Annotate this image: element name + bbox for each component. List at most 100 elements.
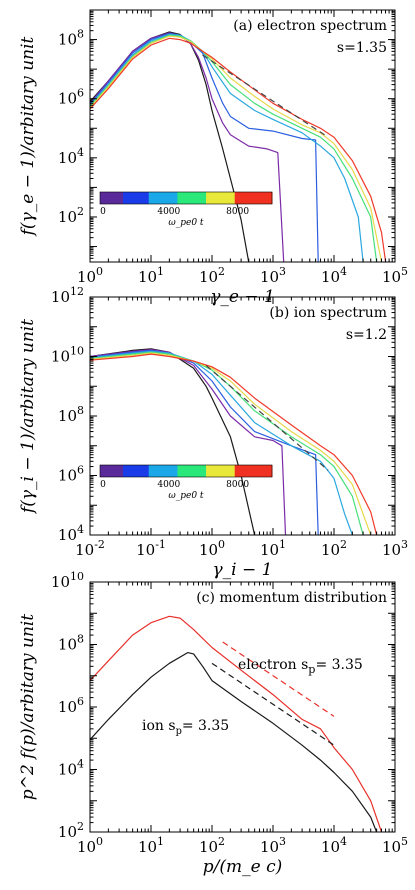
colorbar-segment <box>254 465 259 477</box>
reference-slope-line-1 <box>211 662 335 746</box>
y-tick-label: 108 <box>58 633 84 654</box>
series-line-t-3000 <box>90 349 319 535</box>
y-tick-label: 102 <box>58 205 84 226</box>
colorbar-segment <box>260 465 264 477</box>
colorbar-frame <box>99 191 273 205</box>
colorbar-segment <box>157 192 161 204</box>
colorbar-segment <box>211 465 216 477</box>
x-tick-label: 104 <box>321 835 347 856</box>
y-tick-label: 106 <box>58 464 84 485</box>
colorbar-segment <box>108 192 112 204</box>
colorbar-segment <box>111 192 115 204</box>
y-axis-label: f(γ_i − 1)/arbitary unit <box>18 319 38 515</box>
colorbar-segment <box>226 192 230 204</box>
colorbar-segment <box>231 192 236 204</box>
colorbar-segment <box>125 465 130 477</box>
colorbar-segment <box>125 192 130 204</box>
colorbar-segment <box>137 465 141 477</box>
colorbar-segment <box>128 192 133 204</box>
electron-slope-label: electron sp= 3.35 <box>238 657 363 676</box>
panel-title: (a) electron spectrum <box>233 18 387 34</box>
colorbar-frame <box>99 464 273 478</box>
colorbar-segment <box>266 192 270 204</box>
colorbar-segment <box>180 192 184 204</box>
colorbar-segment <box>240 192 244 204</box>
colorbar-segment <box>226 465 230 477</box>
y-tick-label: 106 <box>58 695 84 716</box>
plot-frame <box>89 9 396 263</box>
ion-slope-label: ion sp= 3.35 <box>142 718 229 737</box>
colorbar-segment <box>186 192 190 204</box>
colorbar-segment <box>217 192 221 204</box>
series-line-ion <box>90 652 378 832</box>
colorbar-segment <box>174 465 178 477</box>
colorbar-segment <box>151 465 155 477</box>
reference-slope-line-0 <box>222 641 335 717</box>
colorbar-segment <box>251 192 256 204</box>
reference-slope-line-0 <box>205 365 329 471</box>
panel-ion-spectrum: 10-2 10-1 100 101 102 10310410610810101012γ_i… <box>18 285 408 580</box>
colorbar-segment <box>197 465 201 477</box>
colorbar-segment <box>188 465 193 477</box>
colorbar-segment <box>220 192 224 204</box>
series-line-t-8500 <box>90 35 383 262</box>
colorbar-segment <box>102 192 107 204</box>
colorbar-segment <box>217 465 221 477</box>
colorbar-segment <box>234 465 239 477</box>
plot-area <box>90 31 387 262</box>
series-line-t-10000 <box>90 353 378 535</box>
y-tick-label: 1010 <box>51 345 84 366</box>
colorbar-segment <box>105 192 110 204</box>
colorbar-segment <box>114 192 118 204</box>
colorbar-segment <box>208 465 213 477</box>
series-line-t-8500 <box>90 352 372 535</box>
series-line-t-0 <box>90 348 256 535</box>
colorbar-segment <box>148 465 153 477</box>
x-tick-label: 100 <box>77 835 103 856</box>
colorbar-segment <box>163 192 167 204</box>
colorbar-segment <box>177 192 181 204</box>
y-tick-label: 108 <box>58 404 84 425</box>
colorbar-segment <box>246 465 250 477</box>
series-line-t-5000 <box>90 350 353 535</box>
plot-area <box>90 615 383 832</box>
colorbar-segment <box>206 465 210 477</box>
colorbar-label: ω_pe0 t <box>168 491 204 501</box>
x-tick-label: 100 <box>77 265 103 286</box>
y-tick-label: 108 <box>58 28 84 49</box>
x-tick-label: 100 <box>199 538 225 559</box>
colorbar-segment <box>240 465 244 477</box>
colorbar-segment <box>237 465 241 477</box>
colorbar-tick-label: 4000 <box>157 207 180 217</box>
colorbar-segment <box>117 192 121 204</box>
colorbar-segment <box>145 465 150 477</box>
colorbar-segment <box>134 192 138 204</box>
colorbar-segment <box>140 465 144 477</box>
colorbar-segment <box>243 192 247 204</box>
series-line-t-7000 <box>90 351 364 535</box>
y-tick-label: 1012 <box>51 285 84 306</box>
colorbar-segment <box>249 192 253 204</box>
colorbar-segment <box>122 192 127 204</box>
colorbar-segment <box>165 465 170 477</box>
colorbar: 0 4000 8000 ω_pe0 t <box>99 191 273 228</box>
x-tick-label: 102 <box>321 538 347 559</box>
colorbar-segment <box>171 465 176 477</box>
slope-annotation: s=1.2 <box>346 327 387 343</box>
colorbar-segment <box>197 192 201 204</box>
colorbar-segment <box>257 192 262 204</box>
y-tick-label: 106 <box>58 87 84 108</box>
x-axis-label: γ_i − 1 <box>213 560 273 580</box>
panel-momentum-distribution: 100 101 102 103 104 1051021041061081010p/(m_e… <box>18 570 408 877</box>
x-tick-label: 103 <box>260 265 286 286</box>
x-tick-label: 101 <box>260 538 286 559</box>
colorbar-segment <box>183 465 187 477</box>
y-tick-label: 104 <box>58 146 84 167</box>
colorbar-segment <box>263 192 267 204</box>
colorbar-segment <box>177 465 181 477</box>
colorbar-tick-label: 8000 <box>226 480 249 490</box>
series-line-t-5000 <box>90 33 364 262</box>
colorbar-segment <box>168 192 173 204</box>
colorbar-segment <box>108 465 112 477</box>
